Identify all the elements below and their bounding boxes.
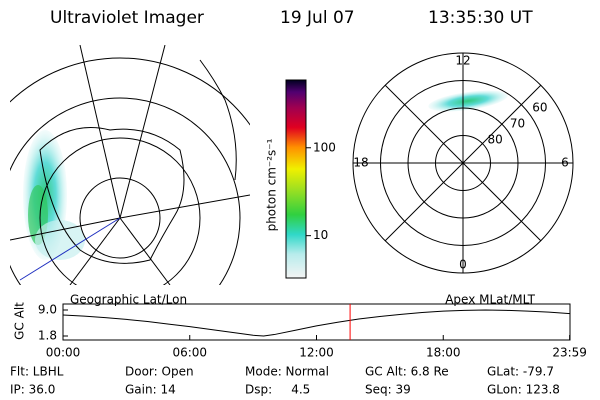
status-field: Seq: 39 — [365, 383, 411, 397]
y-tick-label: 1.8 — [38, 329, 57, 343]
mlt-label: 12 — [455, 54, 470, 68]
x-tick-label: 12:00 — [299, 346, 334, 360]
polar-ring-label: 70 — [510, 117, 525, 131]
chart-title: Geographic Lat/Lon — [70, 293, 187, 307]
polar-ring — [380, 80, 546, 246]
status-field: Mode: Normal — [245, 365, 329, 379]
status-field: GLat: -79.7 — [487, 365, 554, 379]
colorbar-tick-label: 10 — [313, 228, 328, 242]
mlt-label: 18 — [353, 156, 368, 170]
x-tick-label: 18:00 — [426, 346, 461, 360]
status-field: Flt: LBHL — [10, 365, 64, 379]
x-tick-label: 00:00 — [46, 346, 81, 360]
polar-plot: 80 70 60 0 6 12 18 — [352, 52, 574, 274]
geo-map — [10, 45, 250, 285]
y-tick-label: 9.0 — [38, 303, 57, 317]
x-tick-label: 23:59 — [552, 346, 587, 360]
mlt-label: 0 — [459, 258, 467, 272]
footer: Flt: LBHL Door: Open Mode: Normal GC Alt: 6… — [10, 365, 560, 397]
polar-ring — [407, 107, 519, 219]
date: 19 Jul 07 — [280, 8, 355, 28]
status-field: GC Alt: 6.8 Re — [365, 365, 449, 379]
polar-spoke — [384, 84, 542, 242]
gc-alt-chart: 9.0 1.8 00:00 06:00 12:00 18:00 23:59 — [38, 303, 587, 360]
status-field: GLon: 123.8 — [487, 383, 560, 397]
x-tick-label: 06:00 — [172, 346, 207, 360]
chart-subtitle: Apex MLat/MLT — [445, 293, 535, 307]
polar-ring — [435, 135, 491, 191]
time: 13:35:30 UT — [428, 8, 533, 28]
gc-alt-line — [62, 309, 571, 337]
polar-ring-label: 80 — [488, 133, 503, 147]
polar-ring-label: 60 — [532, 101, 547, 115]
mlt-label: 6 — [561, 156, 569, 170]
plot-frame — [62, 303, 571, 341]
status-field: Gain: 14 — [125, 383, 176, 397]
colorbar — [285, 79, 307, 279]
colorbar-tick-label: 100 — [313, 140, 336, 154]
status-field: Door: Open — [125, 365, 194, 379]
status-field: IP: 36.0 — [10, 383, 55, 397]
status-field: Dsp: 4.5 — [245, 383, 310, 397]
y-axis-label: GC Alt — [13, 302, 27, 340]
colorbar-label: photon cm⁻²s⁻¹ — [265, 138, 279, 231]
title: Ultraviolet Imager — [50, 8, 204, 28]
